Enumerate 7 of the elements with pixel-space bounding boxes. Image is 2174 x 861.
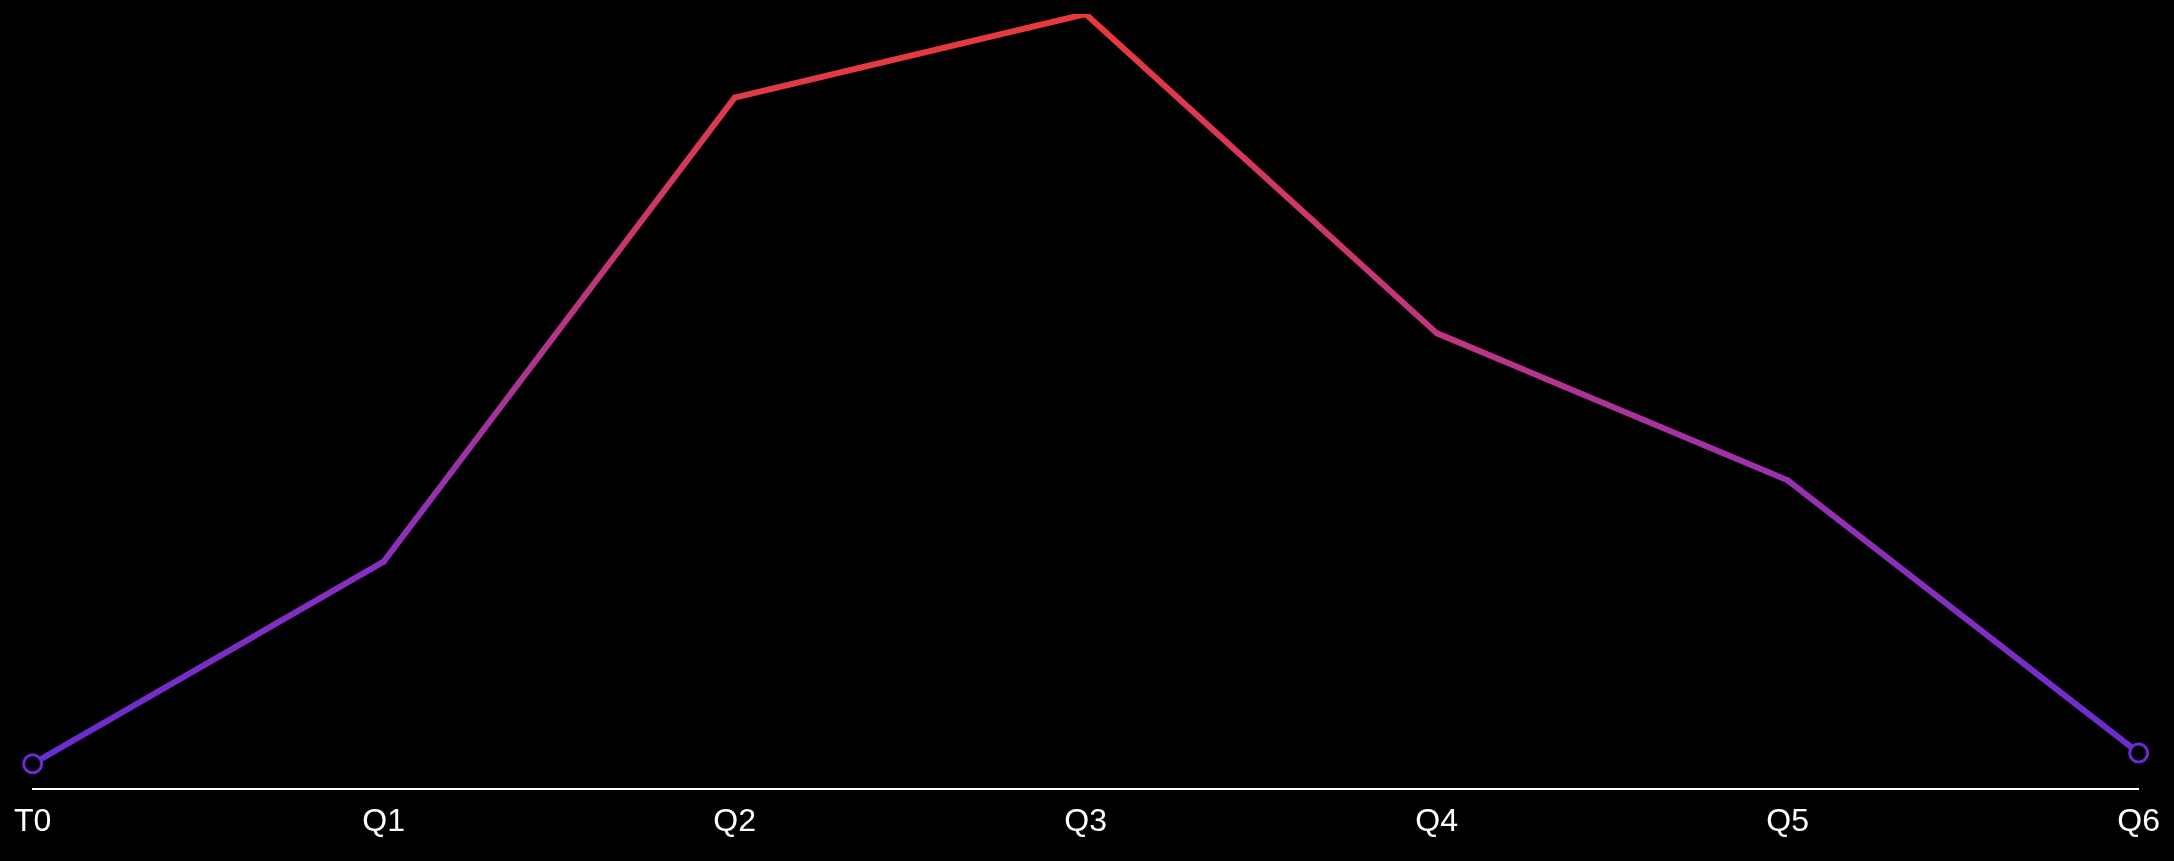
x-tick-label: Q3 bbox=[1064, 801, 1108, 838]
x-tick-label: Q2 bbox=[713, 801, 757, 838]
x-tick-label: Q4 bbox=[1415, 801, 1459, 838]
x-tick-label: Q6 bbox=[2117, 801, 2160, 838]
x-tick-label: Q5 bbox=[1766, 801, 1809, 838]
x-tick-label: Q1 bbox=[362, 801, 406, 838]
x-tick-label: T0 bbox=[14, 801, 52, 838]
